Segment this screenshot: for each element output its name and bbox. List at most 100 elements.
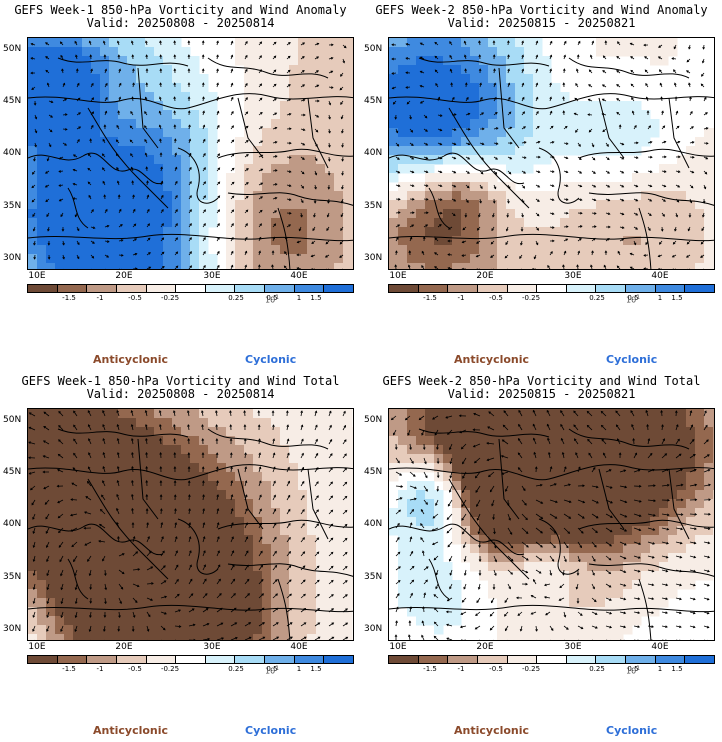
panel-title: GEFS Week-2 850-hPa Vorticity and Wind T… [382,374,701,388]
wind-vectors [391,40,709,269]
lat-tick-label: 45N [364,467,383,477]
colorbar-swatch [685,656,715,663]
colorbar-tick-label: 0.5 [266,665,278,673]
colorbar-swatch [57,285,88,292]
colorbar-scale-exponent: 1 [636,294,641,301]
colorbar-tick-label: 1.5 [671,665,683,673]
colorbar-tick-label: -1.5 [62,665,76,673]
panel-title: GEFS Week-1 850-hPa Vorticity and Wind A… [14,3,347,17]
lat-tick-label: 30N [3,253,22,263]
colorbar [388,284,715,293]
colorbar-swatch [116,656,147,663]
colorbar-swatch [87,656,117,663]
cyclonic-label: Cyclonic [245,724,297,737]
lon-tick-label: 30E [203,271,221,281]
map-plot [388,408,715,641]
colorbar-swatch [477,656,508,663]
colorbar-swatch [507,285,538,292]
colorbar-swatch [265,656,295,663]
lat-tick-label: 35N [364,572,383,582]
cyclonic-label: Cyclonic [245,353,297,366]
lon-tick-label: 10E [389,271,407,281]
colorbar-tick-label: 0.25 [589,665,605,673]
map-panel-1: GEFS Week-1 850-hPa Vorticity and Wind A… [0,0,361,371]
wind-vectors [30,40,347,269]
colorbar-swatch [235,656,266,663]
lat-tick-label: 35N [3,572,22,582]
colorbar [388,655,715,664]
colorbar-swatch [324,285,354,292]
colorbar-swatch [626,285,656,292]
wind-vectors [28,410,349,640]
colorbar-tick-label: -0.5 [128,294,142,302]
colorbar-tick-label: -0.25 [521,294,541,302]
colorbar-swatch [176,656,206,663]
lon-tick-label: 40E [651,271,669,281]
lon-tick-label: 40E [290,271,308,281]
lat-tick-label: 45N [3,96,22,106]
lat-tick-label: 40N [364,148,383,158]
colorbar-swatch [324,656,354,663]
colorbar-swatch [294,656,325,663]
colorbar-tick-label: -1 [96,294,104,302]
colorbar-tick-label: 1 [296,665,302,673]
colorbar-swatch [655,285,686,292]
colorbar-swatch [507,656,538,663]
colorbar-swatch [28,656,58,663]
colorbar-tick-label: -1.5 [423,294,437,302]
lat-tick-label: 50N [3,415,22,425]
colorbar-tick-label: 0.25 [228,665,244,673]
colorbar [27,655,354,664]
colorbar-tick-label: 1.5 [310,665,322,673]
anticyclonic-label: Anticyclonic [454,724,530,737]
lat-tick-label: 45N [364,96,383,106]
colorbar-tick-label: -1 [457,665,465,673]
lon-tick-label: 20E [115,642,133,652]
colorbar-swatch [448,285,478,292]
lon-tick-label: 20E [476,642,494,652]
lat-tick-label: 40N [3,519,22,529]
colorbar-tick-label: -1 [96,665,104,673]
colorbar-swatch [294,285,325,292]
colorbar-swatch [448,656,478,663]
lon-tick-label: 40E [651,642,669,652]
colorbar-swatch [566,285,597,292]
vorticity-shading [389,38,714,269]
colorbar-swatch [87,285,117,292]
panel-valid-dates: Valid: 20250815 - 20250821 [447,16,636,30]
colorbar-tick-label: 0.25 [228,294,244,302]
colorbar-scale-label: 101 [626,294,640,305]
colorbar-tick-label: 0.5 [627,294,639,302]
colorbar-tick-label: 0.25 [589,294,605,302]
colorbar-scale-exponent: 1 [275,665,280,672]
colorbar-tick-label: -0.25 [160,294,180,302]
coastlines [389,57,714,269]
colorbar-swatch [418,285,449,292]
colorbar-swatch [389,285,419,292]
colorbar-tick-label: 1 [657,665,663,673]
colorbar-swatch [389,656,419,663]
colorbar-scale-label: 101 [626,665,640,676]
panel-valid-dates: Valid: 20250808 - 20250814 [86,16,275,30]
colorbar-swatch [596,285,627,292]
colorbar-tick-label: 1 [657,294,663,302]
map-panel-4: GEFS Week-2 850-hPa Vorticity and Wind T… [361,371,722,742]
anticyclonic-label: Anticyclonic [93,724,169,737]
colorbar-swatch [28,285,58,292]
cyclonic-label: Cyclonic [606,353,658,366]
coastlines [28,57,353,269]
colorbar-scale-base: 10 [626,666,637,676]
lon-tick-label: 20E [476,271,494,281]
panel-valid-dates: Valid: 20250815 - 20250821 [447,387,636,401]
colorbar-swatch [146,656,177,663]
anticyclonic-label: Anticyclonic [93,353,169,366]
panel-title: GEFS Week-2 850-hPa Vorticity and Wind A… [375,3,708,17]
colorbar-tick-label: 1 [296,294,302,302]
panel-valid-dates: Valid: 20250808 - 20250814 [86,387,275,401]
colorbar-swatch [566,656,597,663]
colorbar-tick-label: -0.25 [521,665,541,673]
lon-tick-label: 10E [389,642,407,652]
lat-tick-label: 35N [3,201,22,211]
wind-vectors [390,409,712,640]
panel-title: GEFS Week-1 850-hPa Vorticity and Wind T… [21,374,340,388]
